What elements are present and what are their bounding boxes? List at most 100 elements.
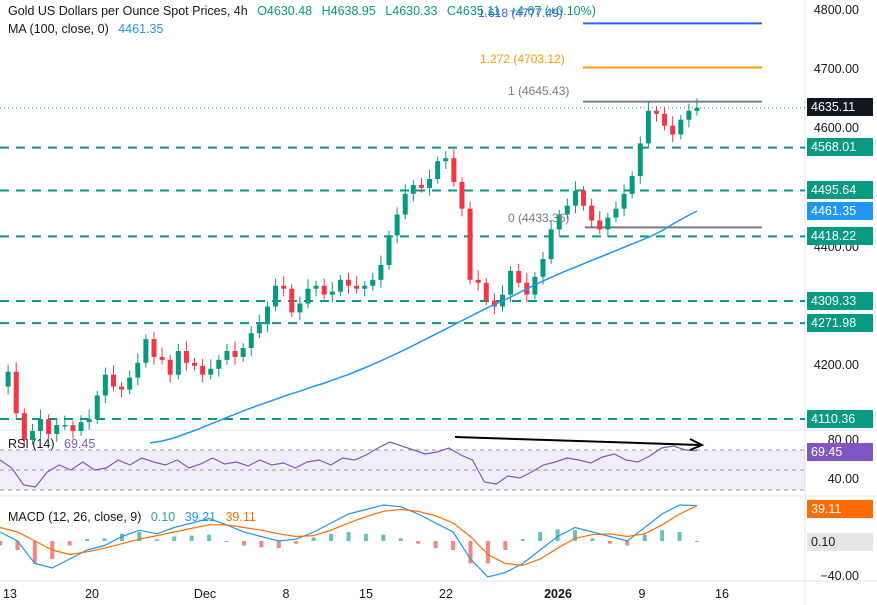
ma-badge: 4461.35: [807, 202, 873, 220]
macd-legend: MACD (12, 26, close, 9) 0.10 39.21 39.11: [8, 510, 262, 524]
candle-body: [637, 143, 643, 177]
macd-histogram-bar: [32, 541, 37, 564]
ma-legend: MA (100, close, 0) 4461.35: [8, 22, 169, 36]
macd-histogram-bar: [398, 538, 403, 541]
macd-histogram-bar: [276, 541, 281, 549]
candle-body: [216, 359, 222, 369]
rsi-badge: 69.45: [807, 443, 873, 461]
close-value: C4635.11: [446, 4, 501, 18]
fib-1272-label: 1.272 (4703.12): [480, 52, 565, 66]
change-value: +4.67 (+0.10%): [509, 4, 596, 18]
candle-body: [5, 371, 11, 387]
candle-body: [200, 365, 206, 375]
candle-body: [427, 179, 433, 188]
x-axis-label: 22: [439, 587, 453, 601]
macd-histogram-bar: [102, 538, 107, 541]
macd-histogram-bar: [485, 541, 490, 564]
candle-body: [127, 377, 133, 390]
candle-body: [175, 350, 181, 375]
candle-body: [70, 425, 76, 432]
candle-body: [362, 285, 368, 289]
macd-histogram-bar: [207, 534, 212, 541]
macd-histogram-bar: [607, 541, 612, 544]
fib-1618-label: 1.618 (4777.49): [478, 6, 563, 20]
x-axis-label: 8: [282, 587, 290, 601]
candle-body: [670, 125, 676, 135]
macd-histogram-bar: [67, 541, 72, 546]
candle-body: [46, 419, 52, 434]
macd-hist-text: 0.10: [150, 510, 176, 524]
price-series: [5, 98, 700, 448]
candle-body: [264, 306, 270, 325]
macd-histogram-bar: [625, 541, 630, 546]
candle-body: [653, 110, 659, 114]
candle-body: [94, 395, 100, 420]
candle-body: [29, 431, 35, 440]
candle-body: [548, 229, 554, 260]
macd-histogram-bar: [311, 537, 316, 541]
candle-body: [581, 190, 587, 206]
macd-histogram-bar: [0, 541, 2, 546]
macd-histogram-bar: [695, 540, 699, 542]
trend-arrow[interactable]: [454, 436, 705, 451]
candle-body: [435, 161, 441, 180]
candle-body: [556, 214, 562, 230]
macd-histogram-bar: [224, 541, 229, 542]
chart-header: Gold US Dollars per Ounce Spot Prices, 4…: [8, 4, 602, 18]
candle-body: [119, 386, 125, 390]
candle-body: [613, 208, 619, 218]
last-price-badge: 4635.11: [807, 98, 873, 116]
x-axis-label: 2026: [544, 587, 572, 601]
fib-0-label: 0 (4433.36): [508, 211, 570, 225]
candle-body: [102, 374, 108, 396]
candle-body: [678, 119, 684, 135]
macd-histogram-bar: [172, 536, 177, 541]
candle-body: [159, 356, 165, 360]
candle-body: [232, 350, 238, 357]
x-axis-label: Dec: [193, 587, 217, 601]
low-value: L4630.33: [385, 4, 438, 18]
candle-body: [273, 285, 279, 307]
candle-body: [192, 362, 198, 366]
candle-body: [386, 235, 392, 265]
x-axis-label: 9: [638, 587, 646, 601]
open-value: O4630.48: [257, 4, 313, 18]
candle-body: [483, 282, 489, 301]
macd-signal-text: 39.11: [225, 510, 256, 524]
candle-body: [418, 184, 424, 188]
high-value: H4638.95: [321, 4, 376, 18]
candle-body: [451, 158, 457, 182]
macd-histogram-bar: [294, 541, 299, 544]
rsi-label[interactable]: RSI (14): [8, 437, 55, 451]
candle-body: [346, 279, 351, 286]
symbol-title[interactable]: Gold US Dollars per Ounce Spot Prices, 4…: [8, 4, 248, 18]
candle-body: [694, 107, 700, 111]
price-axis-label: 4700.00: [813, 62, 859, 76]
candle-body: [410, 184, 416, 194]
candle-body: [459, 181, 465, 209]
candle-body: [508, 270, 514, 295]
candle-body: [240, 348, 246, 357]
candle-body: [443, 158, 449, 162]
candle-body: [208, 368, 214, 375]
macd-signal-badge: 39.11: [807, 500, 873, 518]
candle-body: [297, 303, 303, 313]
candle-body: [183, 350, 189, 363]
rsi-value-text: 69.45: [64, 437, 96, 451]
ma-label[interactable]: MA (100, close, 0): [8, 22, 109, 36]
candle-body: [354, 285, 360, 289]
candle-body: [605, 217, 611, 230]
candle-body: [54, 425, 60, 434]
macd-axis-bottom: −40.00: [820, 569, 859, 583]
candle-body: [475, 279, 481, 283]
candle-body: [289, 288, 295, 313]
rsi-pane: [0, 441, 805, 491]
candle-body: [78, 422, 84, 432]
candle-body: [662, 113, 668, 126]
macd-histogram-bar: [15, 541, 20, 550]
macd-histogram-bar: [85, 539, 90, 541]
macd-hist-badge: 0.10: [807, 533, 873, 551]
macd-label[interactable]: MACD (12, 26, close, 9): [8, 510, 142, 524]
macd-histogram-bar: [538, 532, 543, 541]
